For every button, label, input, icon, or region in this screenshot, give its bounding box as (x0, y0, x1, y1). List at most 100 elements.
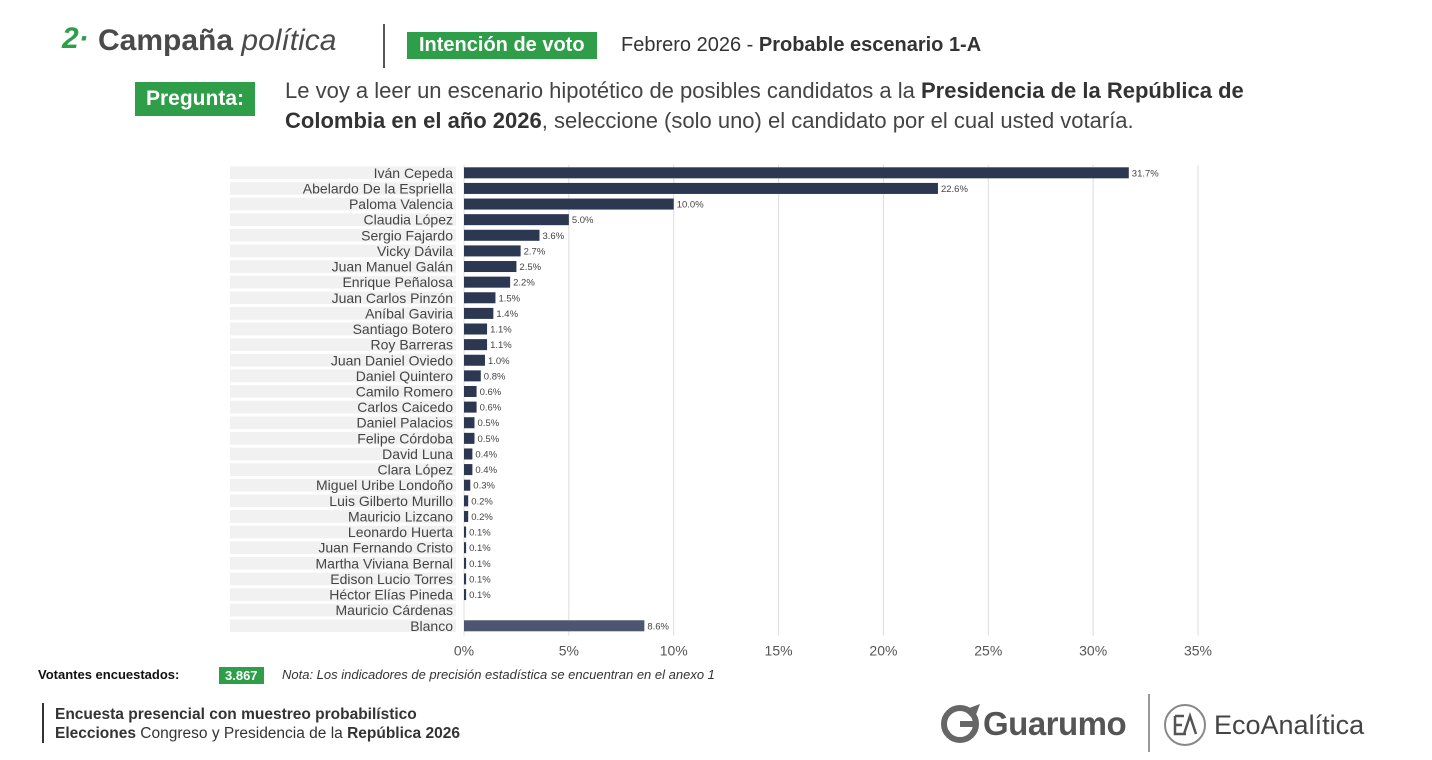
value-label: 2.5% (519, 262, 541, 273)
bar (464, 370, 481, 382)
category-band (230, 260, 456, 273)
category-band (230, 275, 456, 289)
bar (464, 276, 511, 288)
bar (464, 464, 473, 476)
category-label: Mauricio Cárdenas (336, 602, 454, 618)
value-label: 10.0% (677, 200, 704, 211)
value-label: 2.7% (524, 246, 546, 257)
bar (464, 542, 467, 554)
value-label: 0.1% (469, 574, 491, 585)
category-band (230, 463, 456, 476)
value-label: 0.2% (471, 512, 493, 523)
category-label: Camilo Romero (356, 383, 453, 399)
value-label: 0.2% (471, 496, 493, 507)
header-divider (383, 24, 385, 68)
ecoanalitica-logo-text: EcoAnalítica (1214, 710, 1365, 740)
category-band (230, 307, 456, 320)
value-label: 31.7% (1132, 168, 1159, 179)
category-band (230, 182, 456, 195)
value-label: 0.8% (484, 371, 506, 382)
category-band (230, 603, 456, 617)
logo-divider (1148, 694, 1150, 752)
category-label: David Luna (382, 446, 453, 462)
category-band (230, 322, 456, 336)
bar (464, 557, 467, 569)
category-band (230, 494, 456, 508)
category-band (230, 416, 456, 430)
category-band (230, 385, 456, 398)
bar (464, 620, 645, 632)
bar (464, 526, 467, 538)
election-mid: Congreso y Presidencia de la (136, 725, 348, 742)
category-band (230, 166, 456, 180)
bar (464, 323, 488, 335)
category-label: Leonardo Huerta (348, 524, 453, 540)
x-tick-label: 10% (660, 643, 688, 659)
category-label: Vicky Dávila (377, 243, 453, 259)
question-text-1: Le voy a leer un escenario hipotético de… (285, 78, 921, 103)
question-text-bold: Presidencia de la República de Colombia … (285, 78, 1244, 133)
precision-note: Nota: Los indicadores de precisión estad… (282, 667, 715, 682)
bar (464, 448, 473, 460)
bar (464, 385, 477, 397)
category-band (230, 400, 456, 414)
category-band (230, 510, 456, 523)
x-tick-label: 20% (869, 643, 897, 659)
category-label: Martha Viviana Bernal (316, 555, 453, 571)
value-label: 3.6% (542, 231, 564, 242)
value-label: 2.2% (513, 278, 535, 289)
category-band (230, 353, 456, 367)
bar (464, 198, 674, 210)
category-band (230, 213, 456, 226)
category-band (230, 478, 456, 492)
election-bold-a: Elecciones (55, 725, 136, 742)
category-band (230, 541, 456, 554)
category-label: Iván Cepeda (374, 165, 454, 181)
value-label: 0.1% (469, 559, 491, 570)
category-band (230, 572, 456, 586)
category-band (230, 447, 456, 461)
value-label: 0.1% (469, 543, 491, 554)
category-label: Juan Fernando Cristo (318, 540, 453, 556)
x-tick-label: 0% (454, 643, 474, 659)
value-label: 22.6% (941, 184, 968, 195)
value-label: 0.1% (469, 590, 491, 601)
bar (464, 479, 471, 491)
category-label: Luis Gilberto Murillo (329, 493, 453, 509)
value-label: 1.5% (498, 293, 520, 304)
category-band (230, 291, 456, 305)
category-label: Abelardo De la Espriella (303, 180, 453, 196)
value-label: 5.0% (572, 215, 594, 226)
category-label: Edison Lucio Torres (330, 571, 453, 587)
value-label: 0.6% (480, 387, 502, 398)
category-label: Carlos Caicedo (357, 399, 453, 415)
question-text-2: , seleccione (solo uno) el candidato por… (541, 108, 1134, 133)
guarumo-g-icon (941, 704, 980, 743)
category-label: Juan Carlos Pinzón (332, 290, 453, 306)
value-label: 0.4% (475, 465, 497, 476)
section-title-bold: Campaña (98, 24, 234, 57)
category-label: Clara López (378, 462, 454, 478)
category-label: Miguel Uribe Londoño (316, 477, 453, 493)
category-label: Santiago Botero (353, 321, 454, 337)
category-label: Daniel Quintero (356, 368, 453, 384)
scenario-title: Febrero 2026 - Probable escenario 1-A (621, 34, 981, 57)
value-label: 1.0% (488, 356, 510, 367)
category-label: Roy Barreras (371, 337, 453, 353)
value-label: 1.1% (490, 325, 512, 336)
ecoanalitica-ea-icon (1164, 704, 1206, 746)
category-band (230, 197, 456, 211)
bar (464, 495, 469, 507)
section-title: Campaña política (98, 24, 336, 58)
value-label: 1.4% (496, 309, 518, 320)
category-label: Héctor Elías Pineda (329, 587, 453, 603)
bar (464, 245, 521, 257)
bar (464, 182, 938, 194)
value-label: 0.5% (477, 418, 499, 429)
value-label: 0.5% (477, 434, 499, 445)
bar (464, 214, 569, 226)
category-band (230, 228, 456, 242)
bar (464, 401, 477, 413)
bar (464, 229, 540, 241)
bar (464, 307, 494, 319)
